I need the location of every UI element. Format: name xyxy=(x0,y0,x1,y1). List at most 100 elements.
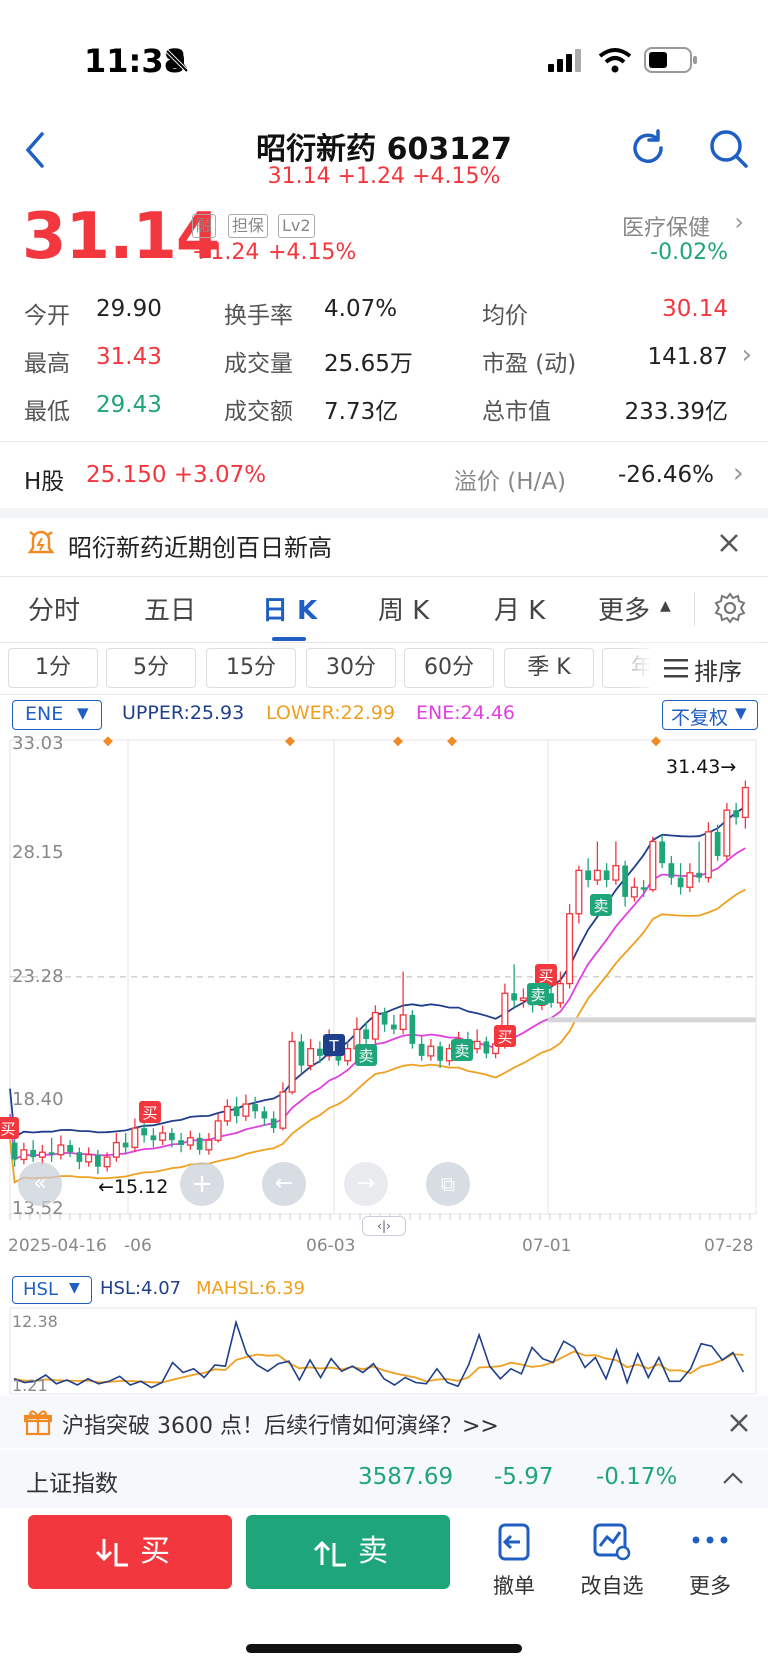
x-tick: 2025-04-16 xyxy=(8,1236,107,1256)
hsl-chart[interactable] xyxy=(0,1306,768,1396)
back-icon[interactable] xyxy=(20,130,50,170)
premium-value: -26.46% xyxy=(618,462,714,488)
candle xyxy=(233,1106,240,1117)
arrow-left-icon[interactable]: ← xyxy=(262,1162,306,1206)
chevron-right-icon[interactable]: › xyxy=(734,208,744,236)
signal-icon xyxy=(548,49,581,72)
candle xyxy=(566,913,574,985)
stat-label: 最高 xyxy=(24,351,70,377)
ene-upper-line xyxy=(9,806,746,1139)
candle xyxy=(363,1029,369,1040)
stat-value: 31.43 xyxy=(96,344,162,370)
stat-value: 4.07% xyxy=(324,296,398,322)
search-icon[interactable] xyxy=(708,128,750,170)
candle xyxy=(270,1118,277,1129)
ene-lower-line xyxy=(9,888,746,1184)
candle xyxy=(169,1132,175,1141)
more-button[interactable]: 更多 xyxy=(670,1518,750,1610)
wifi-icon xyxy=(598,48,632,73)
sector-change: -0.02% xyxy=(650,240,728,265)
index-bar[interactable]: 上证指数 3587.69 -5.97 -0.17% xyxy=(0,1450,768,1508)
candle xyxy=(473,1040,481,1050)
ktab-30m[interactable]: 30分 xyxy=(306,648,396,688)
promo-text: 沪指突破 3600 点！后续行情如何演绎？>> xyxy=(62,1414,499,1439)
y-tick: 33.03 xyxy=(12,733,64,754)
stat-label: 市盈 (动) xyxy=(482,351,577,377)
candle xyxy=(279,1091,287,1129)
chevron-up-icon[interactable] xyxy=(722,1470,744,1486)
candle xyxy=(437,1046,443,1061)
rewind-icon[interactable]: « xyxy=(18,1162,62,1206)
premium-label: 溢价 (H/A) xyxy=(454,469,567,495)
ene-lower: LOWER:22.99 xyxy=(266,702,396,724)
ktab-1m[interactable]: 1分 xyxy=(8,648,98,688)
candle xyxy=(593,869,601,881)
ktab-15m[interactable]: 15分 xyxy=(206,648,296,688)
settings-icon[interactable] xyxy=(714,592,746,624)
signal-label: 买 xyxy=(142,1104,157,1122)
scroll-handle-icon[interactable]: ‹|› xyxy=(362,1216,406,1236)
x-tick: -06 xyxy=(124,1236,152,1256)
chevron-right-icon[interactable]: › xyxy=(732,456,744,489)
tab-weekly-k[interactable]: 周 K xyxy=(378,596,430,626)
h-share-label: H股 xyxy=(24,469,65,495)
tab-intraday[interactable]: 分时 xyxy=(28,596,81,626)
candle xyxy=(511,993,517,1001)
candle xyxy=(649,840,657,891)
signal-label: 卖 xyxy=(454,1042,469,1060)
adjust-label: 不复权 xyxy=(671,707,729,729)
candle xyxy=(122,1142,129,1148)
signal-label: 买 xyxy=(497,1028,512,1046)
candle xyxy=(288,1040,296,1093)
caret-up-icon: ▲ xyxy=(660,598,671,614)
candle xyxy=(205,1139,213,1151)
close-icon[interactable] xyxy=(728,1412,750,1434)
edit-watchlist-button[interactable]: 改自选 xyxy=(572,1518,652,1610)
event-marker xyxy=(103,736,113,747)
chevron-right-icon[interactable]: › xyxy=(741,340,752,370)
fullscreen-icon[interactable]: ⧉ xyxy=(426,1162,470,1206)
candle xyxy=(418,1043,425,1056)
stat-value: 7.73亿 xyxy=(324,399,399,425)
signal-badge xyxy=(527,983,549,1005)
zoom-in-icon[interactable]: + xyxy=(180,1162,224,1206)
y-tick: 28.15 xyxy=(12,842,64,863)
cancel-order-button[interactable]: 撤单 xyxy=(474,1518,554,1610)
candle xyxy=(344,1048,352,1062)
hsl-frame xyxy=(9,1307,757,1395)
candle xyxy=(150,1135,157,1141)
candle xyxy=(371,1011,379,1040)
sector-name[interactable]: 医疗保健 xyxy=(621,216,710,241)
indicator-select[interactable]: ENE ▼ xyxy=(12,700,102,730)
index-change: -5.97 xyxy=(494,1464,554,1490)
stat-value: 29.43 xyxy=(96,392,162,418)
ktab-season[interactable]: 季 K xyxy=(504,648,594,688)
collateral-tag: 担保 xyxy=(228,214,269,238)
candle xyxy=(668,863,675,878)
adjust-select[interactable]: 不复权 ▼ xyxy=(662,700,758,730)
candle xyxy=(223,1105,231,1122)
refresh-icon[interactable] xyxy=(628,128,668,168)
candle xyxy=(214,1120,222,1141)
tab-five-day[interactable]: 五日 xyxy=(144,596,197,626)
close-icon[interactable] xyxy=(718,532,740,554)
stat-label: 成交量 xyxy=(224,351,293,377)
candle xyxy=(67,1145,73,1153)
stat-value: 25.65万 xyxy=(324,351,413,377)
sell-button[interactable]: 卖 xyxy=(246,1515,450,1589)
ktab-60m[interactable]: 60分 xyxy=(404,648,494,688)
stat-value: 30.14 xyxy=(662,296,728,322)
tab-monthly-k[interactable]: 月 K xyxy=(494,596,546,626)
ktab-5m[interactable]: 5分 xyxy=(106,648,196,688)
tab-daily-k[interactable]: 日 K xyxy=(262,596,318,626)
tab-more[interactable]: 更多 xyxy=(598,596,651,626)
buy-button[interactable]: 买 xyxy=(28,1515,232,1589)
sort-button[interactable]: 排序 xyxy=(650,644,768,692)
sub-indicator-select[interactable]: HSL ▼ xyxy=(12,1276,92,1304)
promo-bar[interactable]: 沪指突破 3600 点！后续行情如何演绎？>> xyxy=(0,1396,768,1448)
tab-separator xyxy=(694,592,695,626)
x-tick: 06-03 xyxy=(306,1236,356,1256)
arrow-right-icon[interactable]: → xyxy=(344,1162,388,1206)
x-tick: 07-01 xyxy=(522,1236,572,1256)
